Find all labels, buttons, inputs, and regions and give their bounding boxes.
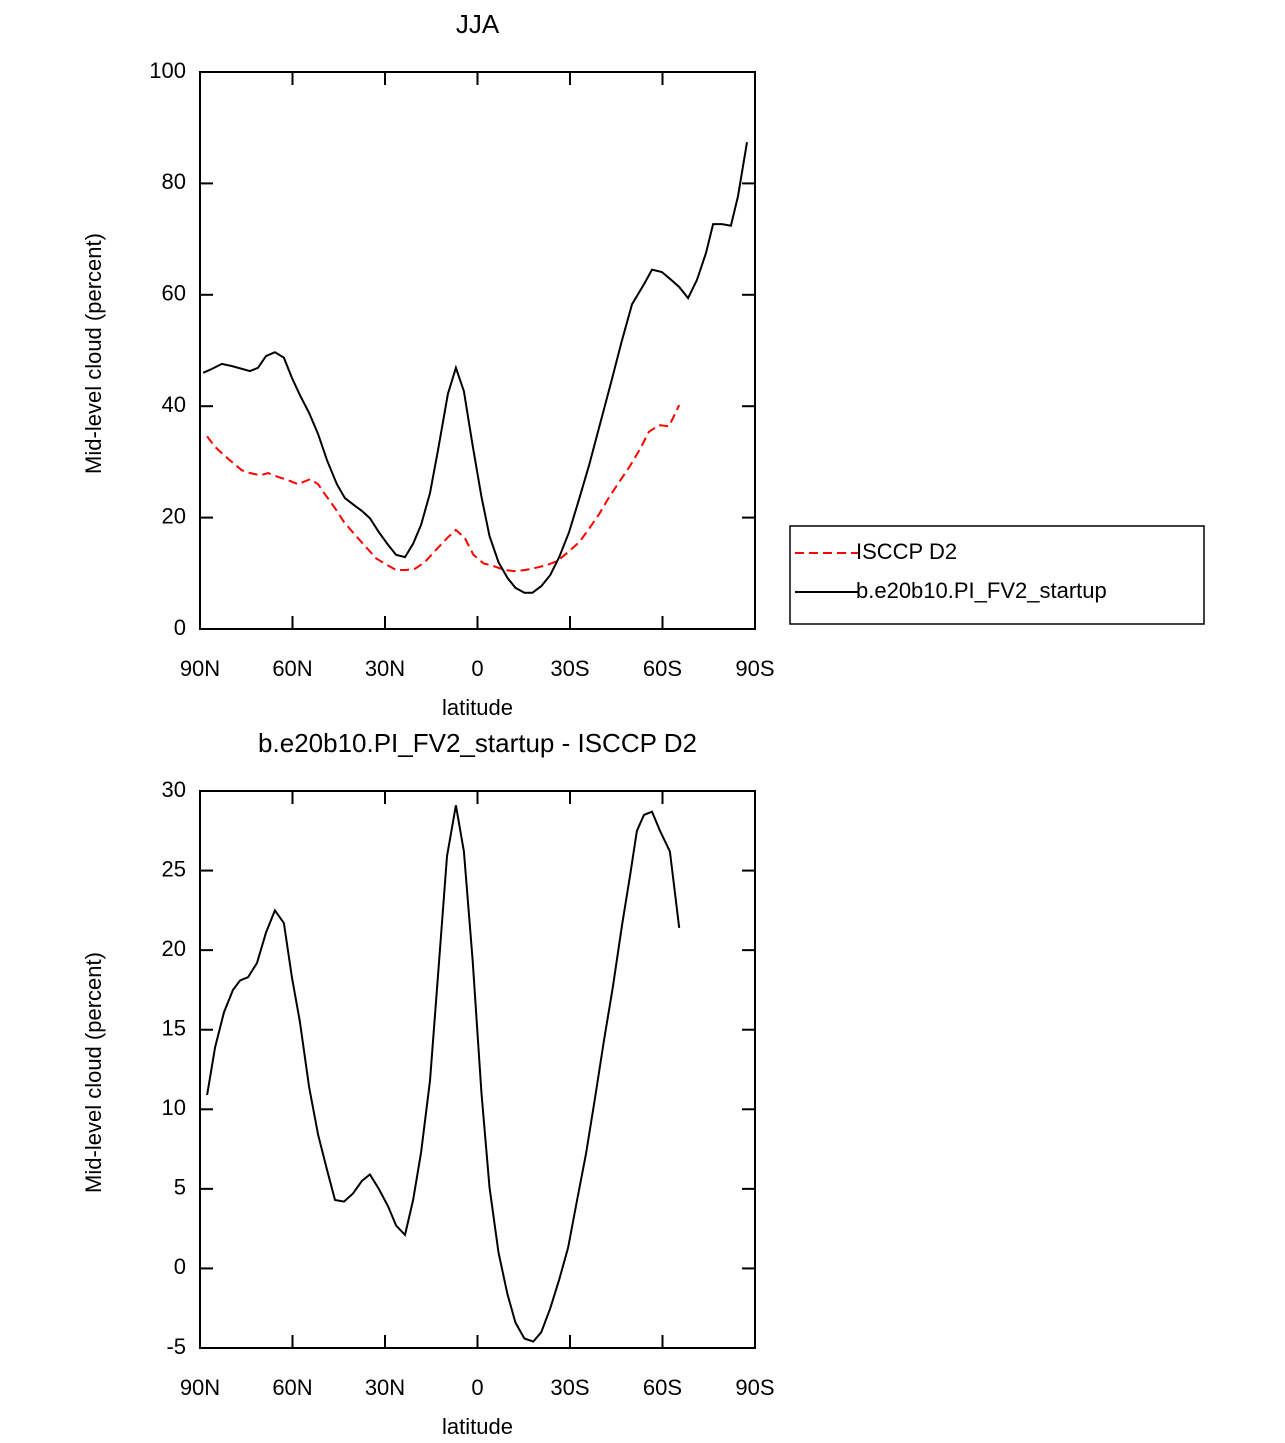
y-tick-label: 20	[162, 936, 186, 961]
x-tick-label: 30S	[550, 656, 589, 681]
y-tick-label: 60	[162, 281, 186, 306]
x-tick-label: 60S	[643, 656, 682, 681]
y-tick-label: 5	[174, 1175, 186, 1200]
data-line	[202, 142, 748, 594]
x-axis-label: latitude	[442, 695, 513, 720]
y-tick-label: 0	[174, 615, 186, 640]
data-line	[206, 805, 681, 1343]
plot-frame	[199, 71, 756, 630]
y-tick-label: 30	[162, 777, 186, 802]
plot: b.e20b10.PI_FV2_startup - ISCCP D2 -5 0 5 10…	[81, 728, 775, 1439]
x-tick-label: 0	[471, 1375, 483, 1400]
plot: JJA 0 20 40 60 80 100 90N 60N 30N 0 30S 60S 90S latitu…	[81, 9, 1205, 720]
x-tick-label: 0	[471, 656, 483, 681]
x-tick-label: 90N	[180, 1375, 220, 1400]
y-tick-label: 25	[162, 856, 186, 881]
x-axis-label: latitude	[442, 1414, 513, 1439]
y-tick-label: 10	[162, 1095, 186, 1120]
chart-title: JJA	[456, 9, 500, 39]
legend-label: ISCCP D2	[856, 539, 957, 564]
x-tick-label: 30N	[365, 656, 405, 681]
x-tick-label: 90S	[735, 1375, 774, 1400]
y-tick-label: 15	[162, 1016, 186, 1041]
y-tick-label: 100	[149, 58, 186, 83]
y-tick-label: 80	[162, 169, 186, 194]
x-tick-label: 30N	[365, 1375, 405, 1400]
y-tick-label: 0	[174, 1254, 186, 1279]
x-tick-label: 30S	[550, 1375, 589, 1400]
x-tick-label: 60S	[643, 1375, 682, 1400]
y-tick-label: -5	[166, 1334, 186, 1359]
x-tick-label: 90N	[180, 656, 220, 681]
chart-title: b.e20b10.PI_FV2_startup - ISCCP D2	[258, 728, 697, 758]
y-tick-label: 40	[162, 392, 186, 417]
y-tick-label: 20	[162, 503, 186, 528]
data-line	[206, 404, 681, 573]
legend-label: b.e20b10.PI_FV2_startup	[856, 578, 1107, 603]
plot-frame	[199, 790, 756, 1349]
x-tick-label: 60N	[272, 656, 312, 681]
legend-box	[789, 525, 1205, 625]
y-axis-label: Mid-level cloud (percent)	[81, 952, 106, 1193]
x-tick-label: 90S	[735, 656, 774, 681]
x-tick-label: 60N	[272, 1375, 312, 1400]
y-axis-label: Mid-level cloud (percent)	[81, 233, 106, 474]
